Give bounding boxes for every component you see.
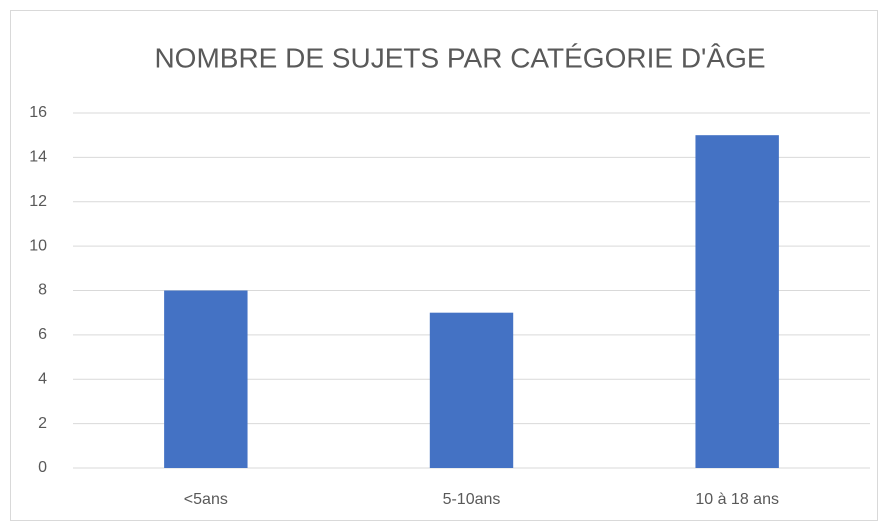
y-tick-label: 14 <box>29 149 47 166</box>
x-tick-label: 5-10ans <box>443 491 501 508</box>
chart-title: NOMBRE DE SUJETS PAR CATÉGORIE D'ÂGE <box>154 42 765 73</box>
bar <box>695 135 779 468</box>
x-tick-label: <5ans <box>184 491 228 508</box>
bar <box>429 312 514 468</box>
y-tick-label: 12 <box>29 193 47 210</box>
y-tick-label: 4 <box>38 370 47 387</box>
x-tick-label: 10 à 18 ans <box>695 491 779 508</box>
y-tick-label: 8 <box>38 282 47 299</box>
y-tick-label: 10 <box>29 237 47 254</box>
y-tick-label: 2 <box>38 415 47 432</box>
y-tick-label: 16 <box>29 104 47 121</box>
bar <box>164 290 248 468</box>
y-tick-label: 6 <box>38 326 47 343</box>
y-tick-label: 0 <box>38 459 47 476</box>
